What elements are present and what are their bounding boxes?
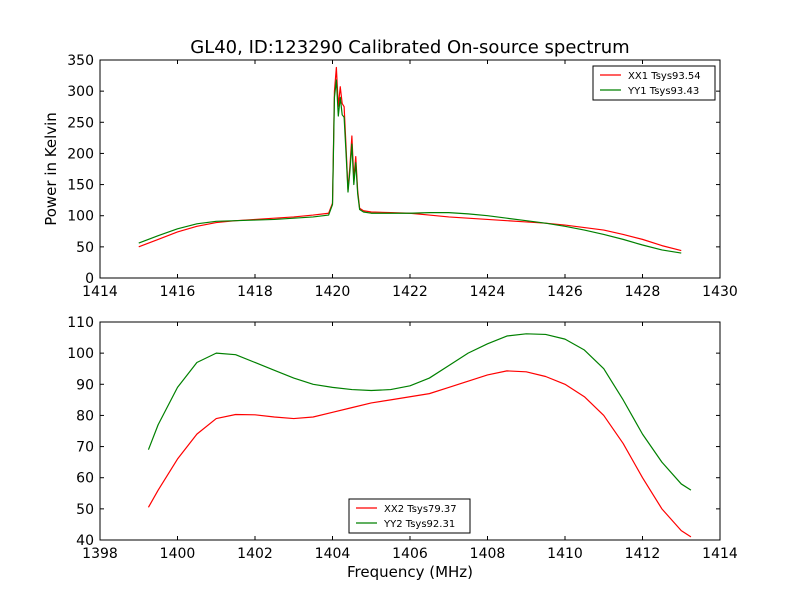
bottom-x-tick-label: 1400 xyxy=(160,546,196,562)
bottom-y-tick-label: 70 xyxy=(76,440,94,456)
top-legend-label-2: YY1 Tsys93.43 xyxy=(627,86,699,97)
bottom-x-tick-label: 1406 xyxy=(392,546,428,562)
top-x-tick-label: 1418 xyxy=(237,284,273,300)
top-x-tick-label: 1420 xyxy=(315,284,351,300)
top-series-line-2 xyxy=(138,79,682,254)
top-legend-box xyxy=(592,65,716,101)
bottom-y-tick-label: 110 xyxy=(67,315,94,331)
bottom-plot: 1398 1400 1402 1404 1406 1408 1410 1412 1414 40 50… xyxy=(67,315,738,581)
bottom-x-tick-label: 1414 xyxy=(702,546,738,562)
top-y-tick-label: 150 xyxy=(67,178,94,194)
bottom-series-line-2 xyxy=(147,333,692,491)
top-y-tick-label: 50 xyxy=(76,240,94,256)
bottom-y-tick-label: 40 xyxy=(76,533,94,549)
bottom-legend-label-2: YY2 Tsys92.31 xyxy=(383,519,455,530)
top-plot: 1414 1416 1418 1420 1422 1424 1426 1428 1430 0 50 1… xyxy=(42,53,738,300)
bottom-y-tick-label: 50 xyxy=(76,502,94,518)
bottom-y-tick-label: 90 xyxy=(76,377,94,393)
top-y-tick-label: 100 xyxy=(67,209,94,225)
top-x-tick-label: 1424 xyxy=(470,284,506,300)
top-y-tick-label: 350 xyxy=(67,53,94,69)
bottom-legend-label-1: XX2 Tsys79.37 xyxy=(384,504,457,515)
bottom-x-tick-label: 1402 xyxy=(237,546,273,562)
top-x-tick-label: 1422 xyxy=(392,284,428,300)
bottom-y-tick-label: 80 xyxy=(76,408,94,424)
bottom-x-tick-label: 1410 xyxy=(547,546,583,562)
top-y-tick-label: 300 xyxy=(67,84,94,100)
top-x-tick-label: 1430 xyxy=(702,284,738,300)
top-x-tick-label: 1416 xyxy=(160,284,196,300)
top-legend-label-1: XX1 Tsys93.54 xyxy=(628,71,701,82)
bottom-x-tick-label: 1404 xyxy=(315,546,351,562)
top-y-axis-label: Power in Kelvin xyxy=(42,112,60,226)
top-x-tick-label: 1426 xyxy=(547,284,583,300)
bottom-x-axis-label: Frequency (MHz) xyxy=(347,563,473,581)
top-legend: XX1 Tsys93.54 YY1 Tsys93.43 xyxy=(592,65,716,101)
top-y-tick-label: 0 xyxy=(85,271,94,287)
top-x-tick-label: 1428 xyxy=(625,284,661,300)
bottom-x-tick-label: 1398 xyxy=(82,546,118,562)
chart-title: GL40, ID:123290 Calibrated On-source spe… xyxy=(190,37,629,58)
bottom-x-tick-label: 1412 xyxy=(625,546,661,562)
top-y-tick-label: 250 xyxy=(67,115,94,131)
bottom-legend: XX2 Tsys79.37 YY2 Tsys92.31 xyxy=(348,498,471,534)
bottom-x-tick-label: 1408 xyxy=(470,546,506,562)
bottom-legend-box xyxy=(348,498,471,534)
bottom-y-tick-label: 100 xyxy=(67,346,94,362)
top-y-tick-label: 200 xyxy=(67,146,94,162)
top-x-tick-label: 1414 xyxy=(82,284,118,300)
bottom-series-line-1 xyxy=(147,370,692,538)
bottom-y-tick-label: 60 xyxy=(76,471,94,487)
